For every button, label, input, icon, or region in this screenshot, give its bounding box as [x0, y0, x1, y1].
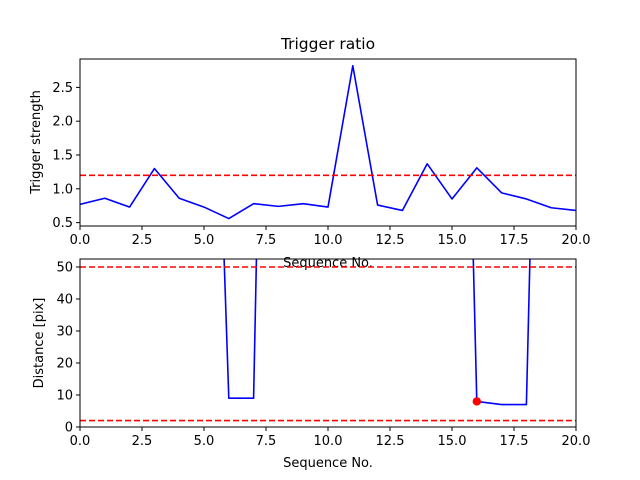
x-tick-label: 17.5	[500, 233, 529, 248]
trigger-ratio-subplot: Trigger ratio Trigger strength Sequence …	[29, 35, 590, 271]
y-tick-label: 2.5	[52, 81, 73, 96]
data-point-marker	[472, 397, 481, 406]
x-tick-label: 12.5	[376, 233, 405, 248]
x-tick-label: 17.5	[500, 434, 529, 449]
series-line-0	[223, 259, 531, 406]
x-tick-label: 15.0	[438, 233, 467, 248]
axis-ticks: 0.0 2.5 5.0 7.5 10.0 12.5 15.0 17.5 20.0 0 10 20 30 4…	[56, 261, 590, 450]
x-tick-label: 12.5	[376, 434, 405, 449]
x-tick-label: 0.0	[70, 233, 91, 248]
y-tick-label: 30	[56, 325, 73, 340]
x-tick-label: 7.5	[256, 233, 277, 248]
x-tick-label: 20.0	[562, 434, 591, 449]
y-tick-label: 10	[56, 389, 73, 404]
x-tick-label: 10.0	[314, 233, 343, 248]
y-tick-label: 0	[65, 421, 73, 436]
distance-subplot: Distance [pix] Sequence No. 0.0 2.5 5.0 7.5…	[32, 258, 590, 471]
x-tick-label: 20.0	[562, 233, 591, 248]
y-tick-label: 0.5	[52, 216, 73, 231]
y-tick-label: 20	[56, 357, 73, 372]
x-tick-label: 5.0	[194, 434, 215, 449]
clipped-marks	[80, 64, 576, 220]
x-tick-label: 2.5	[132, 233, 153, 248]
y-tick-label: 2.0	[52, 115, 73, 130]
x-axis-label: Sequence No.	[283, 256, 373, 271]
y-axis-label: Trigger strength	[29, 90, 44, 195]
x-tick-label: 10.0	[314, 434, 343, 449]
clipped-marks	[80, 259, 576, 422]
x-axis-label: Sequence No.	[283, 456, 373, 471]
x-tick-label: 0.0	[70, 434, 91, 449]
y-tick-label: 1.5	[52, 149, 73, 164]
y-tick-label: 50	[56, 261, 73, 276]
y-axis-label: Distance [pix]	[32, 298, 47, 389]
series-line-0	[80, 64, 576, 220]
x-tick-label: 5.0	[194, 233, 215, 248]
x-tick-label: 2.5	[132, 434, 153, 449]
axis-ticks: 0.0 2.5 5.0 7.5 10.0 12.5 15.0 17.5 20.0 0.5 1.0 1.…	[52, 81, 590, 248]
y-tick-label: 40	[56, 293, 73, 308]
x-tick-label: 7.5	[256, 434, 277, 449]
x-tick-label: 15.0	[438, 434, 467, 449]
y-tick-label: 1.0	[52, 182, 73, 197]
chart-title: Trigger ratio	[280, 35, 375, 53]
